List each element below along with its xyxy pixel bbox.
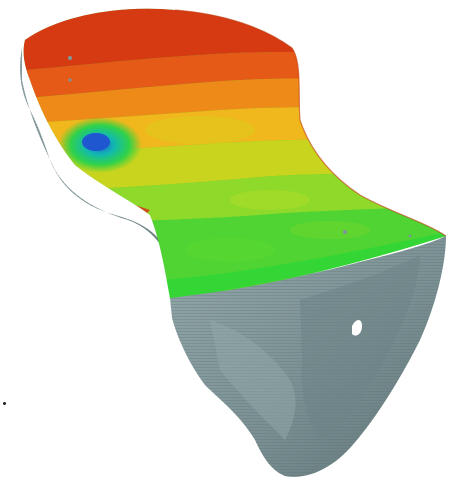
lower-body	[170, 236, 446, 477]
stray-dot	[3, 402, 6, 405]
surface-edge	[174, 9, 447, 237]
